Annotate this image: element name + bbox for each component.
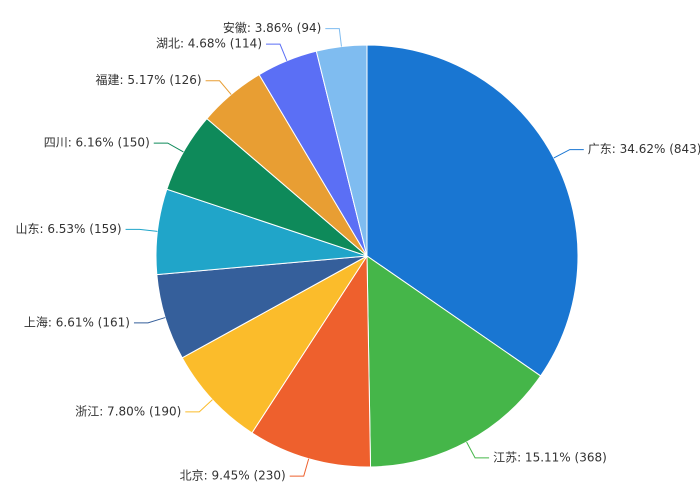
data-label: 浙江: 7.80% (190) — [75, 404, 181, 418]
leader-line — [266, 43, 288, 62]
data-label: 安徽: 3.86% (94) — [223, 20, 321, 35]
leader-line — [133, 317, 166, 324]
pie-slice — [251, 254, 372, 468]
pie-slice — [181, 255, 368, 434]
leader-line — [185, 399, 213, 413]
data-label: 广东: 34.62% (843) — [588, 142, 700, 156]
leader-line — [125, 228, 158, 232]
pie-slice — [315, 44, 368, 257]
data-label: 山东: 6.53% (159) — [15, 222, 121, 236]
leader-line — [466, 441, 490, 459]
leader-line — [289, 458, 310, 477]
data-label: 上海: 6.61% (161) — [24, 314, 130, 329]
data-label: 福建: 5.17% (126) — [96, 72, 202, 87]
data-label: 湖北: 4.68% (114) — [156, 36, 262, 51]
leader-line — [553, 149, 584, 159]
leader-line — [205, 80, 232, 95]
data-label: 四川: 6.16% (150) — [44, 136, 150, 150]
data-label: 江苏: 15.11% (368) — [493, 450, 607, 464]
leader-line — [153, 142, 184, 153]
leader-line — [325, 28, 342, 47]
data-label: 北京: 9.45% (230) — [180, 469, 286, 483]
pie-slice — [366, 255, 542, 468]
pie-slice — [366, 44, 579, 377]
